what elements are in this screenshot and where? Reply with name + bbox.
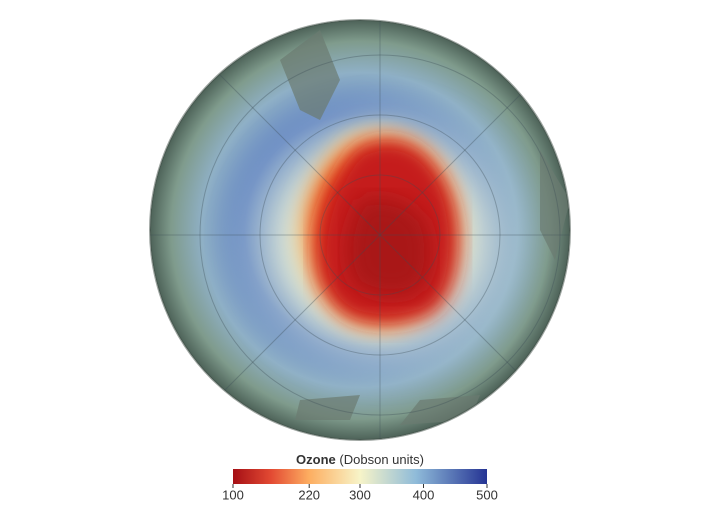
globe — [150, 20, 570, 440]
tick-label: 100 — [222, 487, 244, 502]
tick-label: 500 — [476, 487, 498, 502]
legend-title: Ozone — [296, 452, 336, 467]
colorbar-ticks: 100 220 300 400 500 — [222, 484, 498, 502]
legend-unit: (Dobson units) — [339, 452, 424, 467]
legend-heading: Ozone (Dobson units) — [296, 452, 424, 467]
tick-label: 220 — [298, 487, 320, 502]
colorbar — [233, 469, 487, 484]
tick-label: 400 — [413, 487, 435, 502]
tick-label: 300 — [349, 487, 371, 502]
